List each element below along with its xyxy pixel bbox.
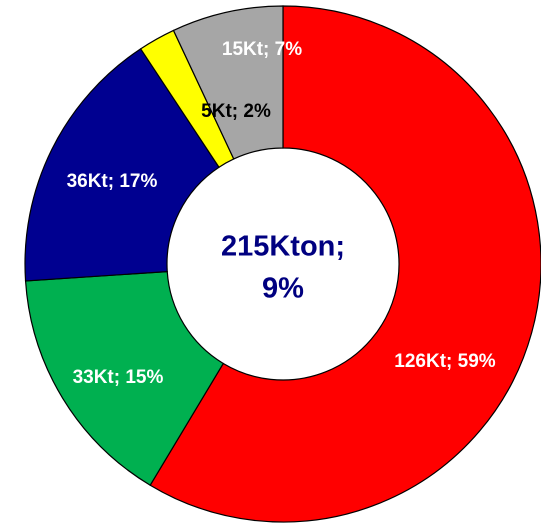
data-label: 15Kt; 7% bbox=[222, 39, 302, 60]
donut-slice bbox=[149, 5, 541, 523]
data-label: 126Kt; 59% bbox=[394, 351, 495, 372]
donut-slice bbox=[24, 47, 220, 282]
data-label: 33Kt; 15% bbox=[73, 367, 164, 388]
donut-slice bbox=[24, 270, 225, 487]
data-label: 36Kt; 17% bbox=[67, 171, 158, 192]
donut-slice bbox=[172, 5, 284, 160]
data-label: 5Kt; 2% bbox=[201, 101, 271, 122]
center-label: 9% bbox=[262, 273, 304, 305]
center-label: 215Kton; bbox=[221, 231, 345, 263]
